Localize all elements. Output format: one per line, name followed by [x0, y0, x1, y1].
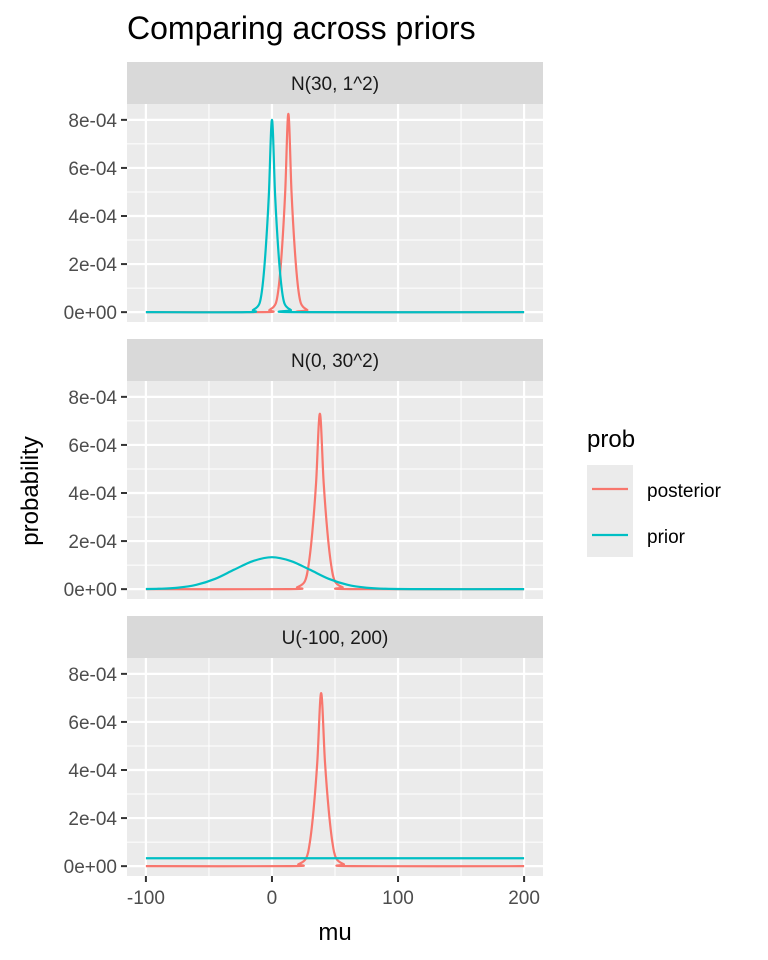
- y-tick-label: 6e-04: [68, 713, 117, 734]
- series-line-posterior: [145, 412, 525, 591]
- y-tick-label: 4e-04: [68, 484, 117, 505]
- y-tick-label: 2e-04: [68, 809, 117, 830]
- y-axis-label: probability: [17, 436, 44, 545]
- y-tick-label: 2e-04: [68, 532, 117, 553]
- y-tick-label: 8e-04: [68, 388, 117, 409]
- legend: prob posterior prior: [587, 426, 722, 557]
- y-tick-label: 0e+00: [64, 303, 117, 324]
- y-tick-label: 0e+00: [64, 580, 117, 601]
- series-line-prior: [145, 556, 525, 591]
- x-axis-label: mu: [318, 919, 351, 946]
- series-line-posterior: [145, 112, 525, 314]
- legend-label-prior: prior: [647, 527, 686, 548]
- x-tick-label: 100: [382, 888, 414, 909]
- y-tick-label: 4e-04: [68, 207, 117, 228]
- series-line-posterior: [145, 691, 525, 868]
- y-tick-label: 8e-04: [68, 665, 117, 686]
- facet-strip-label: N(0, 30^2): [291, 351, 379, 372]
- legend-label-posterior: posterior: [647, 481, 722, 502]
- facet-strip: [127, 62, 543, 104]
- facet-strip-label: N(30, 1^2): [291, 74, 379, 95]
- legend-title: prob: [587, 426, 635, 453]
- x-tick-label: 0: [267, 888, 278, 909]
- x-tick-label: 200: [508, 888, 540, 909]
- y-tick-label: 8e-04: [68, 111, 117, 132]
- facet-strip: [127, 616, 543, 658]
- y-tick-label: 4e-04: [68, 761, 117, 782]
- legend-key-background: [587, 465, 633, 557]
- chart-title: Comparing across priors: [127, 10, 476, 46]
- y-tick-label: 2e-04: [68, 255, 117, 276]
- facet-strip-label: U(-100, 200): [282, 628, 389, 649]
- y-tick-label: 6e-04: [68, 436, 117, 457]
- y-tick-label: 6e-04: [68, 159, 117, 180]
- y-tick-label: 0e+00: [64, 857, 117, 878]
- series-line-prior: [145, 118, 525, 314]
- x-tick-label: -100: [127, 888, 165, 909]
- facet-strip: [127, 339, 543, 381]
